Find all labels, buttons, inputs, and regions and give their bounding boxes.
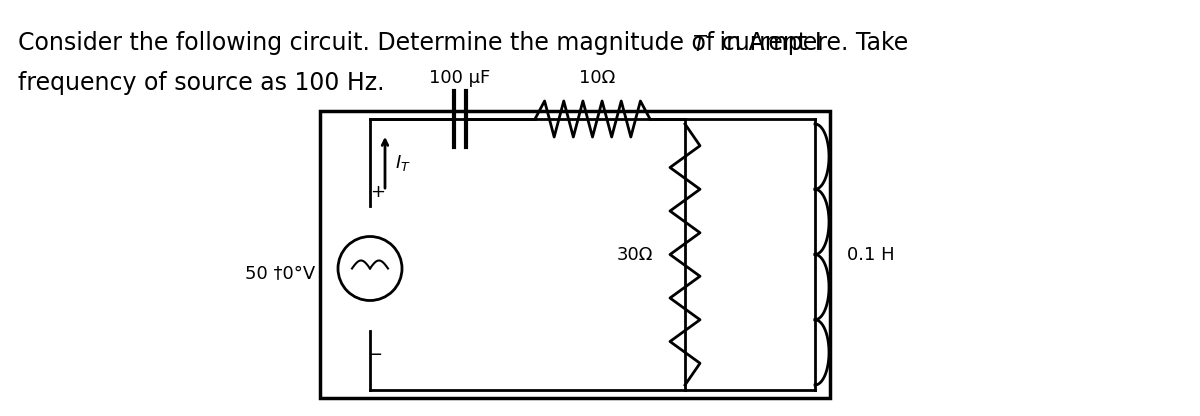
- Text: +: +: [371, 183, 385, 201]
- Text: 30Ω: 30Ω: [617, 245, 653, 263]
- Text: in Ampere. Take: in Ampere. Take: [712, 31, 908, 55]
- Text: Consider the following circuit. Determine the magnitude of current I: Consider the following circuit. Determin…: [18, 31, 822, 55]
- Text: −: −: [367, 346, 383, 364]
- Text: 0.1 H: 0.1 H: [847, 245, 895, 263]
- Text: frequency of source as 100 Hz.: frequency of source as 100 Hz.: [18, 71, 384, 95]
- Text: 100 μF: 100 μF: [430, 69, 491, 87]
- Text: 50 †0°V: 50 †0°V: [245, 265, 316, 282]
- Text: T: T: [692, 35, 704, 55]
- Text: $I_T$: $I_T$: [395, 153, 410, 173]
- Text: 10Ω: 10Ω: [580, 69, 616, 87]
